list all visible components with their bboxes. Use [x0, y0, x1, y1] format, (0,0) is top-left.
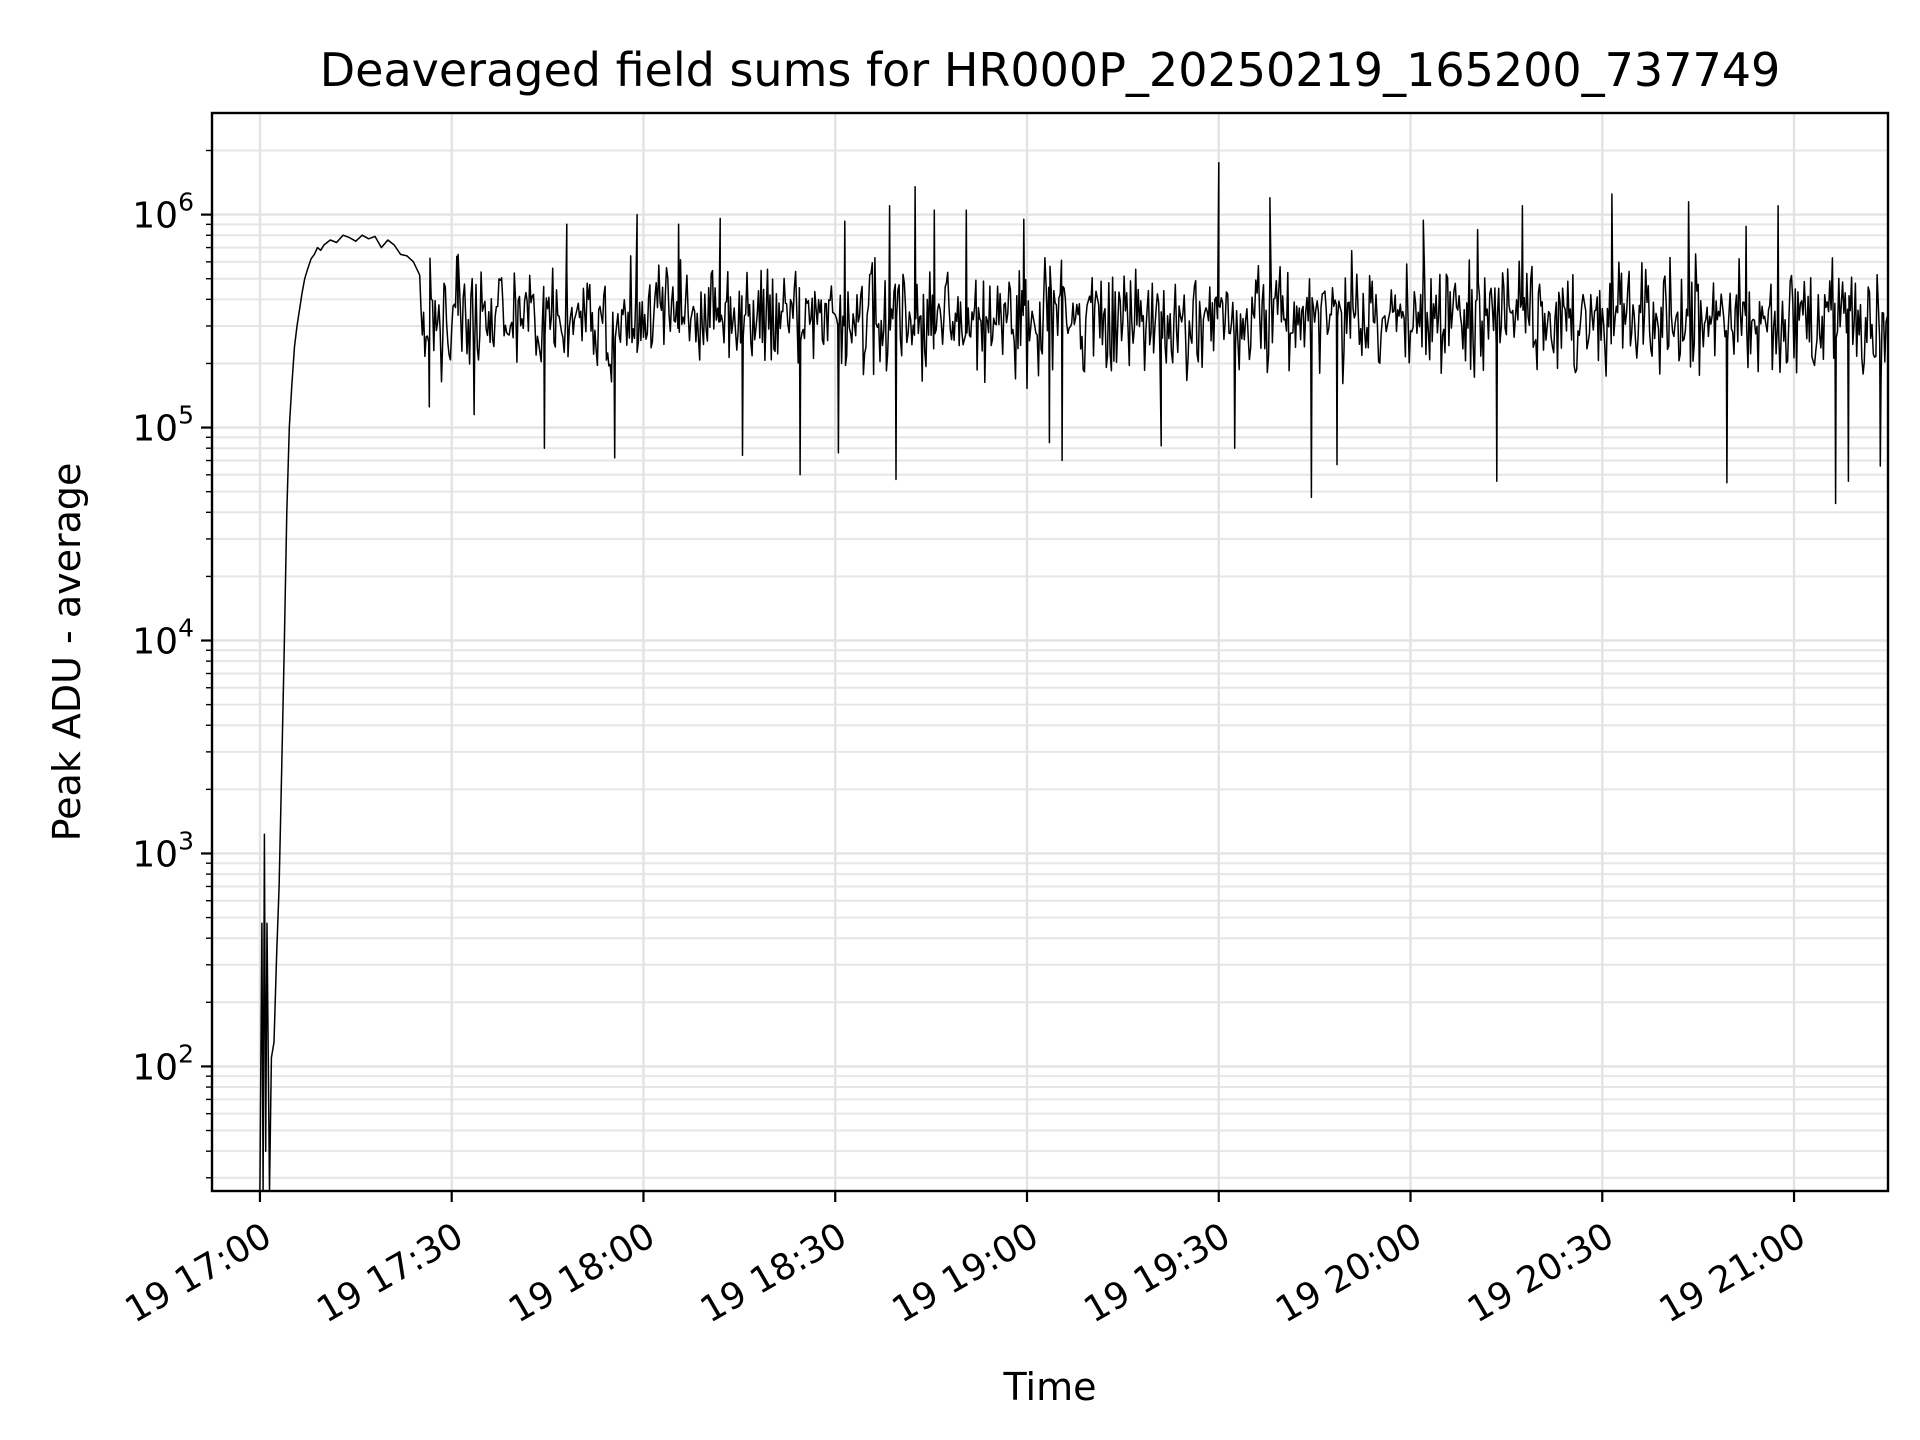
- plot-frame: [210, 111, 1890, 1193]
- minor-gridlines: [212, 149, 1888, 1179]
- series-line: [259, 162, 1889, 1192]
- y-tick-base: 10: [132, 622, 178, 663]
- y-tick-base: 10: [132, 196, 178, 237]
- y-tick-label: 106: [132, 188, 194, 237]
- y-tick-base: 10: [132, 409, 178, 450]
- x-axis-label: Time: [1003, 1365, 1097, 1409]
- y-tick-exponent: 6: [178, 188, 194, 217]
- y-tick-exponent: 3: [178, 826, 194, 855]
- y-tick-exponent: 4: [178, 614, 194, 643]
- y-tick-label: 102: [132, 1039, 194, 1088]
- y-tick-base: 10: [132, 834, 178, 875]
- y-tick-label: 105: [132, 401, 194, 450]
- y-tick-exponent: 2: [178, 1039, 194, 1068]
- plot-area: [259, 162, 1889, 1192]
- chart-title: Deaveraged field sums for HR000P_2025021…: [320, 43, 1781, 97]
- y-tick-label: 104: [132, 614, 194, 663]
- major-gridlines: [212, 113, 1888, 1191]
- y-axis-label: Peak ADU - average: [45, 463, 89, 842]
- y-tick-label: 103: [132, 826, 194, 875]
- y-tick-exponent: 5: [178, 401, 194, 430]
- axis-ticks: [201, 149, 1796, 1202]
- y-tick-base: 10: [132, 1047, 178, 1088]
